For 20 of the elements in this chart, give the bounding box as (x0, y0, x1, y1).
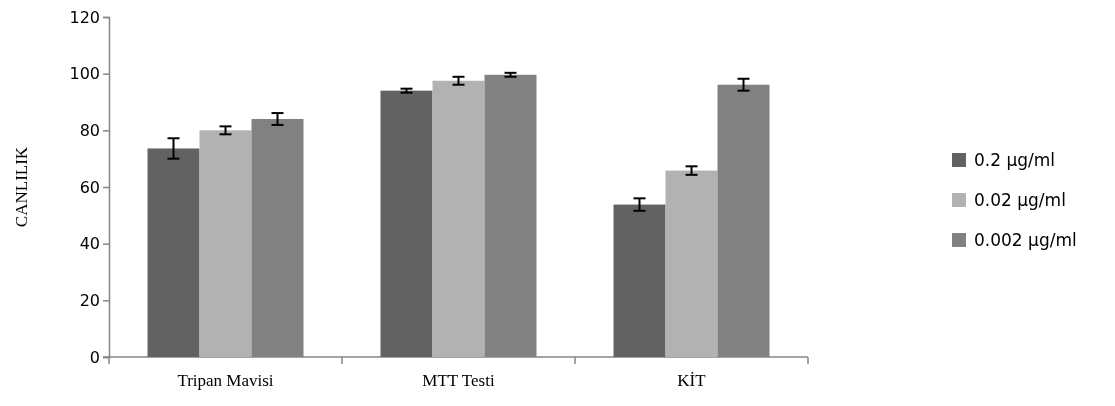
bar (665, 170, 718, 357)
legend-label: 0.2 µg/ml (974, 150, 1056, 170)
y-tick-label: 80 (79, 120, 100, 140)
legend-label: 0.002 µg/ml (974, 230, 1077, 250)
y-tick-label: 120 (69, 7, 100, 27)
bar (432, 80, 485, 357)
y-tick-label: 100 (69, 64, 100, 84)
bar (613, 204, 666, 357)
y-axis-title: CANLILIK (12, 146, 31, 228)
bar (199, 130, 252, 357)
x-tick-label: KİT (677, 371, 707, 390)
x-tick-label: MTT Testi (422, 371, 495, 390)
y-tick-label: 0 (89, 347, 100, 367)
x-tick-label: Tripan Mavisi (177, 371, 274, 390)
legend-label: 0.02 µg/ml (974, 190, 1066, 210)
y-tick-label: 40 (79, 234, 100, 254)
y-tick-label: 20 (79, 290, 100, 310)
bar (147, 148, 200, 357)
y-tick-label: 60 (79, 177, 100, 197)
bar (380, 90, 433, 357)
